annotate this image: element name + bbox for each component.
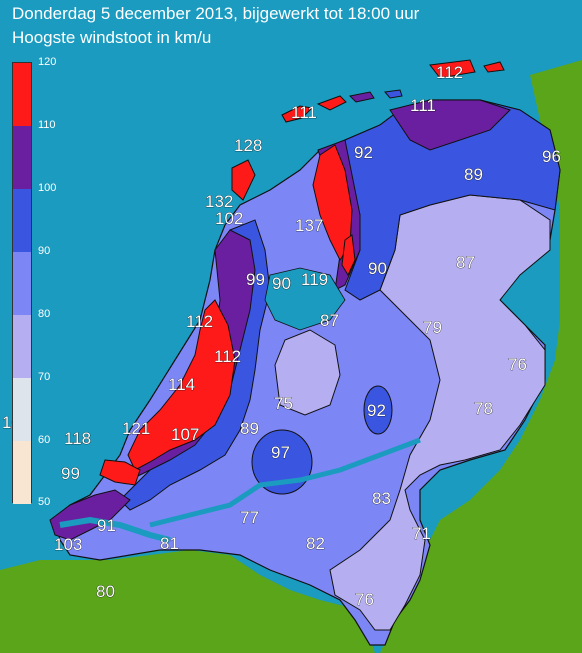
station-value: 92 xyxy=(354,143,373,162)
station-value: 112 xyxy=(436,63,463,82)
water-markermeer xyxy=(264,267,346,331)
island-rottum xyxy=(429,59,476,79)
map-title: Donderdag 5 december 2013, bijgewerkt to… xyxy=(12,4,420,23)
band-70-80-east xyxy=(329,194,551,631)
island-schiermonnikoog xyxy=(384,89,403,99)
station-value: 89 xyxy=(464,165,483,184)
station-value: 99 xyxy=(61,464,80,483)
station-value: 111 xyxy=(410,96,436,115)
island-borkum xyxy=(483,61,505,73)
station-value: 71 xyxy=(412,524,431,543)
land-belgium xyxy=(0,550,375,653)
station-values: 112 111 111 128 92 96 89 132 102 137 87 … xyxy=(2,63,562,610)
island-terschelling xyxy=(316,95,347,111)
legend-band-90-100 xyxy=(13,189,31,252)
station-value: 128 xyxy=(234,136,262,155)
station-value: 107 xyxy=(171,425,199,444)
station-value: 97 xyxy=(271,443,290,462)
band-90-100-blob-b xyxy=(363,385,393,435)
station-value: 75 xyxy=(274,394,293,413)
station-value: 111 xyxy=(291,103,317,122)
legend-tick: 110 xyxy=(38,119,56,131)
station-value: 92 xyxy=(367,401,386,420)
legend-tick: 100 xyxy=(38,182,57,194)
station-value: 96 xyxy=(542,147,561,166)
station-value: 82 xyxy=(306,534,325,553)
station-value: 76 xyxy=(508,355,527,374)
legend-band-60-70 xyxy=(13,378,31,441)
station-value: 91 xyxy=(97,516,116,535)
island-texel xyxy=(231,159,256,201)
legend-tick: 80 xyxy=(38,308,51,320)
station-value: 77 xyxy=(240,508,259,527)
color-legend xyxy=(12,62,32,504)
station-value: 114 xyxy=(168,375,195,394)
legend-band-110-120 xyxy=(13,63,31,126)
station-value: 87 xyxy=(456,253,475,272)
map-subtitle: Hoogste windstoot in km/u xyxy=(12,28,212,47)
legend-tick: 60 xyxy=(38,434,51,446)
station-value: 103 xyxy=(54,535,82,554)
island-vlieland xyxy=(281,105,314,123)
station-value: 80 xyxy=(96,582,115,601)
station-value: 81 xyxy=(160,534,179,553)
legend-band-50-60 xyxy=(13,441,31,504)
legend-tick: 90 xyxy=(38,245,51,257)
station-value: 83 xyxy=(372,489,391,508)
island-ameland xyxy=(348,91,375,103)
station-value: 102 xyxy=(215,209,243,228)
water-rivers xyxy=(149,437,421,528)
station-value: 112 xyxy=(186,312,213,331)
station-value: 90 xyxy=(368,259,387,278)
station-value: 112 xyxy=(214,347,241,366)
station-value: 119 xyxy=(301,270,328,289)
station-value: 78 xyxy=(474,399,493,418)
station-value: 87 xyxy=(320,311,339,330)
band-100-110-zeeland xyxy=(49,489,131,541)
legend-band-100-110 xyxy=(13,126,31,189)
station-value: 118 xyxy=(64,429,91,448)
band-70-80-center xyxy=(274,329,341,416)
band-110-plus-hoorn xyxy=(341,234,356,277)
station-value: 121 xyxy=(122,419,150,438)
band-110-plus-coast xyxy=(127,299,236,471)
station-value: 90 xyxy=(272,274,291,293)
station-value: 137 xyxy=(295,216,323,235)
station-value: 76 xyxy=(355,590,374,609)
legend-tick: 120 xyxy=(38,56,57,68)
water-zeeland-channel xyxy=(59,516,171,543)
legend-tick: 70 xyxy=(38,371,51,383)
legend-band-70-80 xyxy=(13,315,31,378)
station-value: 132 xyxy=(205,192,233,211)
station-value: 99 xyxy=(246,270,265,289)
station-value: 89 xyxy=(240,419,259,438)
band-100-110-friesland xyxy=(389,99,511,151)
station-value: 79 xyxy=(423,318,442,337)
legend-tick: 50 xyxy=(38,496,51,508)
land-germany xyxy=(380,60,582,653)
band-110-plus-zeeland xyxy=(99,459,141,486)
legend-band-80-90 xyxy=(13,252,31,315)
